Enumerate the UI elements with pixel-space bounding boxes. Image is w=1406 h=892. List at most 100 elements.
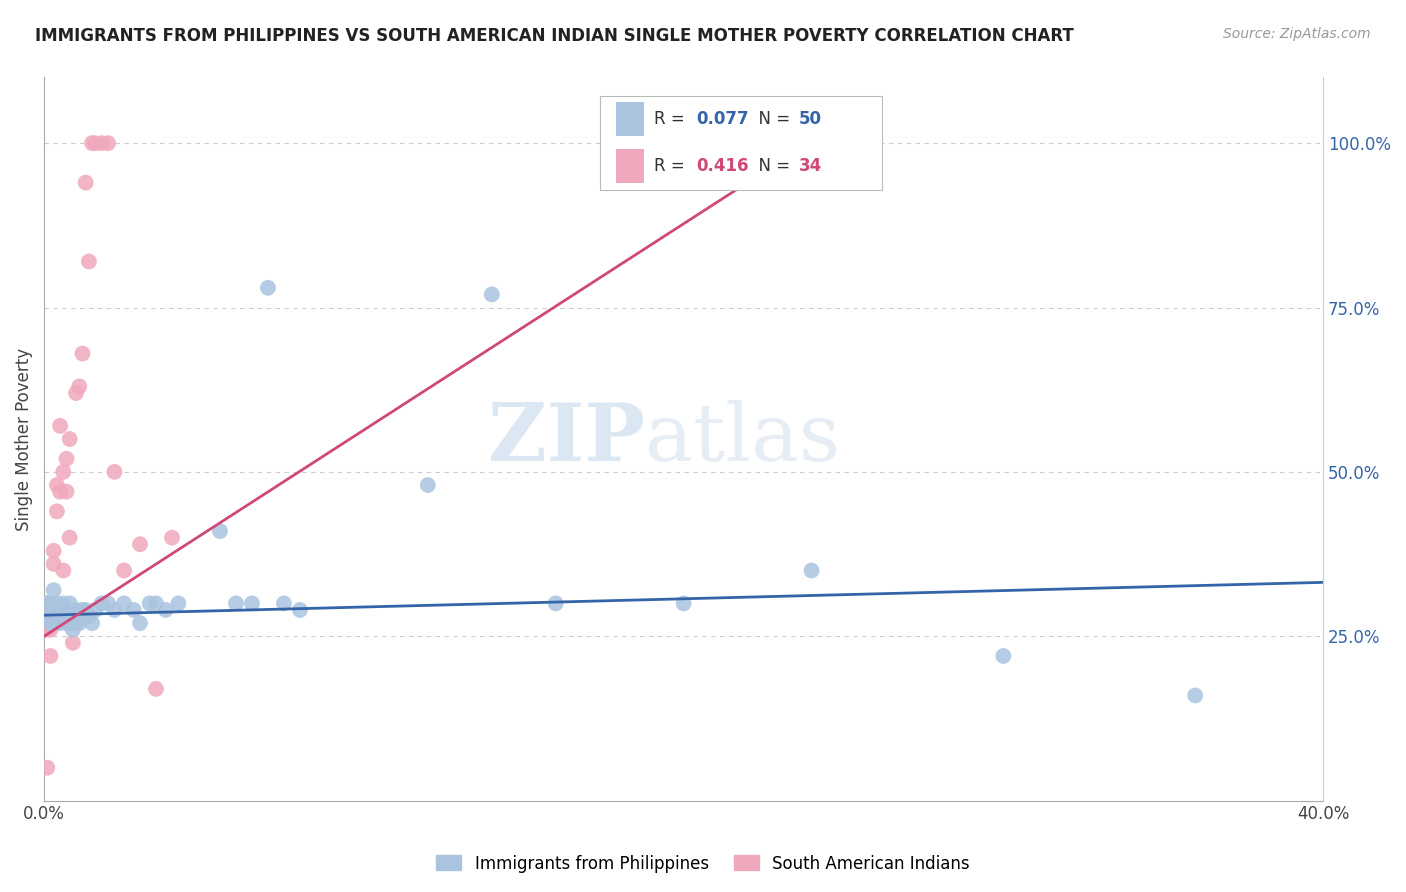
Point — [97, 136, 120, 151]
Point — [67, 616, 90, 631]
Text: R =: R = — [654, 110, 690, 128]
Text: 0.416: 0.416 — [696, 157, 749, 175]
Point — [55, 451, 77, 466]
Text: 34: 34 — [799, 157, 823, 175]
Point — [37, 623, 59, 637]
Point — [65, 386, 87, 401]
Point — [72, 603, 94, 617]
Point — [52, 564, 75, 578]
Point — [84, 136, 107, 151]
Point — [768, 136, 790, 151]
Point — [112, 564, 135, 578]
Text: 50: 50 — [799, 110, 821, 128]
Point — [75, 603, 97, 617]
Point — [90, 136, 112, 151]
Point — [45, 504, 67, 518]
Text: N =: N = — [748, 157, 794, 175]
Point — [257, 281, 280, 295]
Point — [62, 636, 84, 650]
Bar — [616, 149, 644, 184]
Point — [112, 596, 135, 610]
Bar — [616, 102, 644, 136]
Point — [52, 609, 75, 624]
Point — [45, 609, 67, 624]
Point — [103, 603, 125, 617]
Point — [208, 524, 231, 538]
Point — [84, 603, 107, 617]
Point — [62, 623, 84, 637]
Point — [42, 603, 65, 617]
Point — [240, 596, 263, 610]
Y-axis label: Single Mother Poverty: Single Mother Poverty — [15, 348, 32, 531]
Point — [65, 616, 87, 631]
Point — [59, 432, 82, 446]
Point — [80, 136, 103, 151]
Text: N =: N = — [748, 110, 794, 128]
Point — [155, 603, 177, 617]
Point — [288, 603, 311, 617]
Point — [90, 596, 112, 610]
Point — [672, 596, 695, 610]
Point — [80, 616, 103, 631]
Text: IMMIGRANTS FROM PHILIPPINES VS SOUTH AMERICAN INDIAN SINGLE MOTHER POVERTY CORRE: IMMIGRANTS FROM PHILIPPINES VS SOUTH AME… — [35, 27, 1074, 45]
Point — [62, 609, 84, 624]
Legend: Immigrants from Philippines, South American Indians: Immigrants from Philippines, South Ameri… — [430, 848, 976, 880]
Point — [37, 596, 59, 610]
Point — [45, 478, 67, 492]
Point — [49, 616, 72, 631]
Point — [59, 531, 82, 545]
Point — [52, 465, 75, 479]
Point — [37, 761, 59, 775]
Text: 0.077: 0.077 — [696, 110, 749, 128]
Text: R =: R = — [654, 157, 690, 175]
Point — [129, 616, 152, 631]
Point — [138, 596, 160, 610]
Point — [55, 484, 77, 499]
Point — [49, 484, 72, 499]
Point — [77, 609, 100, 624]
Point — [39, 603, 62, 617]
Point — [65, 603, 87, 617]
Point — [225, 596, 247, 610]
Point — [49, 603, 72, 617]
Text: Source: ZipAtlas.com: Source: ZipAtlas.com — [1223, 27, 1371, 41]
Point — [42, 616, 65, 631]
Point — [39, 596, 62, 610]
Point — [52, 596, 75, 610]
Point — [37, 596, 59, 610]
Point — [55, 603, 77, 617]
Point — [37, 609, 59, 624]
Text: ZIP: ZIP — [488, 400, 645, 478]
Point — [167, 596, 190, 610]
Text: atlas: atlas — [645, 400, 841, 478]
Point — [55, 616, 77, 631]
Point — [45, 596, 67, 610]
Point — [59, 616, 82, 631]
Point — [160, 531, 183, 545]
Point — [77, 254, 100, 268]
Point — [75, 176, 97, 190]
Point — [39, 616, 62, 631]
Point — [800, 564, 823, 578]
Point — [993, 648, 1015, 663]
Point — [145, 596, 167, 610]
Point — [122, 603, 145, 617]
Point — [67, 379, 90, 393]
Point — [544, 596, 567, 610]
Point — [129, 537, 152, 551]
Point — [42, 557, 65, 571]
Point — [145, 681, 167, 696]
Point — [481, 287, 503, 301]
Point — [42, 543, 65, 558]
Point — [273, 596, 295, 610]
Point — [49, 418, 72, 433]
Point — [42, 583, 65, 598]
Point — [39, 648, 62, 663]
Point — [59, 596, 82, 610]
Point — [103, 465, 125, 479]
Point — [72, 346, 94, 360]
Bar — [600, 95, 882, 189]
Point — [1184, 689, 1206, 703]
Point — [39, 623, 62, 637]
Point — [97, 596, 120, 610]
